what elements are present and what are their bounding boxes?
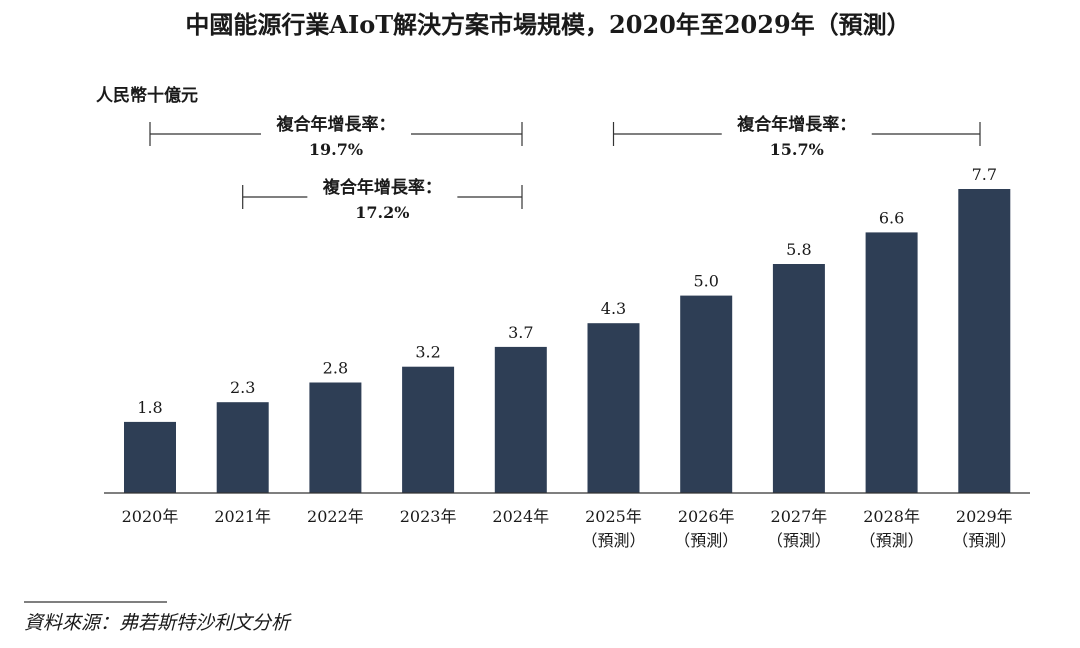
- x-tick-label-6: 2026年: [678, 507, 735, 526]
- x-tick-label-0: 2020年: [122, 507, 179, 526]
- bar-value-label-8: 6.6: [879, 208, 904, 227]
- bar-5: [587, 323, 640, 493]
- cagr-label-1: 複合年增長率：: [322, 177, 442, 198]
- cagr-label-0: 複合年增長率：: [276, 114, 396, 135]
- bar-4: [494, 346, 547, 493]
- x-axis-ticks: 2020年 2021年 2022年 2023年 2024年 2025年 （預測） 2026年 （…: [122, 507, 1017, 550]
- bar-value-label-0: 1.8: [137, 398, 162, 417]
- bar-value-label-7: 5.8: [786, 240, 811, 259]
- bar-9: [958, 189, 1011, 493]
- bar-value-label-6: 5.0: [693, 272, 718, 291]
- x-tick-label-5: 2025年: [585, 507, 642, 526]
- chart-title: 中國能源行業AIoT解決方案市場規模，2020年至2029年（預測）: [185, 10, 910, 39]
- cagr-value-0: 19.7%: [309, 140, 363, 159]
- bar-value-label-4: 3.7: [508, 323, 533, 342]
- x-tick-label-4: 2024年: [492, 507, 549, 526]
- bar-8: [865, 232, 918, 493]
- bar-value-label-3: 3.2: [415, 343, 440, 362]
- x-tick-sublabel-6: （預測）: [674, 531, 738, 550]
- bar-0: [124, 421, 176, 493]
- y-axis-unit-label: 人民幣十億元: [96, 85, 198, 106]
- bar-value-label-2: 2.8: [323, 359, 348, 378]
- x-tick-sublabel-8: （預測）: [860, 531, 924, 550]
- cagr-annotations: 複合年增長率： 19.7% 複合年增長率： 17.2% 複合年增長率： 15.7%: [149, 114, 981, 222]
- x-tick-label-9: 2029年: [956, 507, 1013, 526]
- cagr-label-2: 複合年增長率：: [736, 114, 856, 135]
- x-tick-label-3: 2023年: [400, 507, 457, 526]
- cagr-value-1: 17.2%: [355, 203, 409, 222]
- bar-2: [309, 382, 362, 493]
- x-tick-sublabel-9: （預測）: [952, 531, 1016, 550]
- x-tick-sublabel-7: （預測）: [767, 531, 831, 550]
- bar-value-label-1: 2.3: [230, 378, 255, 397]
- bar-3: [402, 366, 455, 493]
- x-tick-label-7: 2027年: [771, 507, 828, 526]
- bar-1: [216, 402, 269, 493]
- bars: 1.8 2.3 2.8 3.2 3.7 4.3 5.0 5.8 6.6 7.7: [124, 165, 1011, 493]
- x-tick-label-8: 2028年: [863, 507, 920, 526]
- bar-value-label-5: 4.3: [601, 299, 626, 318]
- bar-6: [680, 295, 733, 493]
- bar-value-label-9: 7.7: [972, 165, 997, 184]
- x-tick-label-2: 2022年: [307, 507, 364, 526]
- bar-7: [772, 264, 825, 493]
- source-note: 資料來源：弗若斯特沙利文分析: [24, 612, 292, 634]
- x-tick-label-1: 2021年: [214, 507, 271, 526]
- cagr-value-2: 15.7%: [770, 140, 824, 159]
- x-tick-sublabel-5: （預測）: [581, 531, 645, 550]
